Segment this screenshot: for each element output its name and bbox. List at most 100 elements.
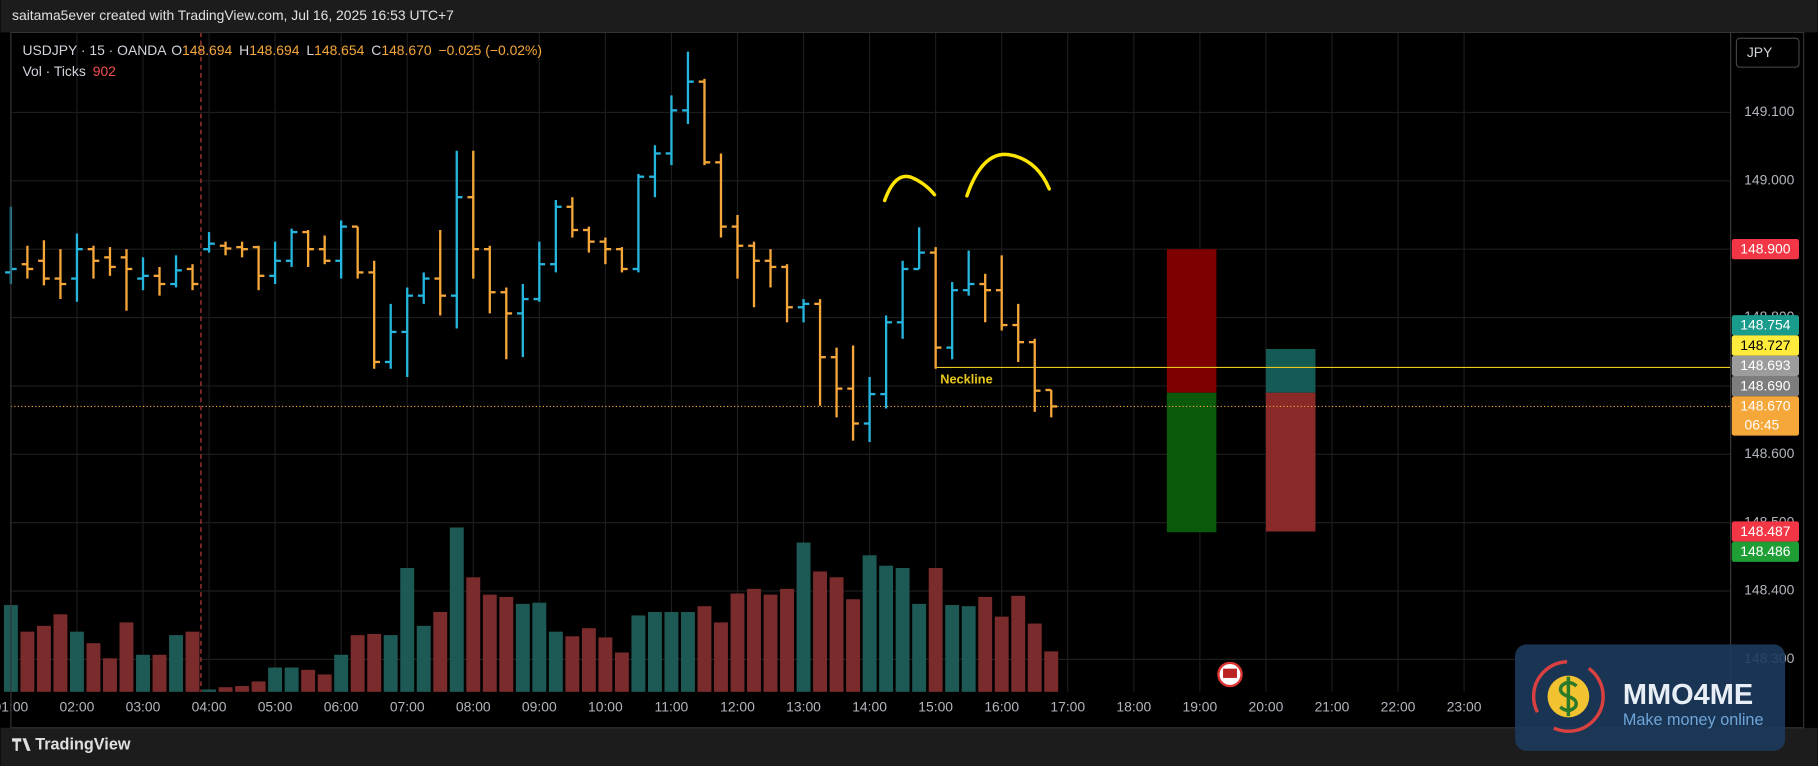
volume-bar bbox=[20, 631, 35, 692]
currency-button[interactable] bbox=[1735, 37, 1800, 68]
x-tick-label: 02:00 bbox=[60, 699, 95, 715]
volume-bar bbox=[928, 567, 943, 692]
volume-bar bbox=[714, 622, 728, 692]
y-tick-label: 148.600 bbox=[1744, 445, 1794, 461]
volume-bar bbox=[548, 631, 563, 692]
footer-bar bbox=[0, 727, 1818, 766]
volume-bar bbox=[515, 603, 530, 692]
volume-bar bbox=[581, 628, 596, 692]
x-tick-label: 13:00 bbox=[786, 699, 821, 715]
volume-bar bbox=[747, 588, 761, 692]
volume-bar bbox=[482, 594, 497, 692]
volume-bar bbox=[598, 637, 613, 692]
volume-bar bbox=[103, 658, 117, 692]
legend-label: C bbox=[371, 42, 381, 58]
volume-bar bbox=[796, 542, 811, 692]
footer-text: TradingView bbox=[35, 735, 131, 753]
volume-bar bbox=[466, 577, 481, 692]
volume-bar bbox=[136, 654, 150, 692]
event-flag-icon bbox=[1223, 668, 1237, 678]
x-tick-label: 09:00 bbox=[522, 699, 557, 715]
volume-bar bbox=[994, 616, 1009, 692]
legend-value: 148.654 bbox=[314, 42, 364, 58]
price-badge-label: 148.670 bbox=[1740, 398, 1790, 414]
volume-bar bbox=[780, 588, 794, 692]
volume-bar bbox=[532, 602, 547, 692]
price-badge bbox=[1731, 521, 1799, 542]
volume-bar bbox=[680, 611, 695, 692]
price-axis: 148.300148.400148.500148.600148.700148.8… bbox=[10, 31, 1818, 729]
x-tick-label: 03:00 bbox=[126, 699, 161, 715]
volume-bar bbox=[846, 599, 861, 692]
volume-bar bbox=[895, 567, 910, 692]
volume-bar bbox=[169, 635, 183, 692]
volume-bar bbox=[152, 654, 167, 692]
volume-bar bbox=[218, 687, 233, 692]
drawing-arc bbox=[882, 174, 937, 203]
volume-bar bbox=[235, 686, 250, 692]
legend-line: USDJPY · 15 · OANDA O148.694 H148.694 L148.… bbox=[22, 42, 542, 58]
volume-bar bbox=[565, 636, 580, 692]
volume-bar bbox=[301, 669, 316, 692]
chart-frame bbox=[10, 31, 1805, 729]
price-badge-label: 148.486 bbox=[1740, 543, 1790, 559]
price-badge-label: 148.900 bbox=[1740, 240, 1790, 256]
price-badge-label: 148.487 bbox=[1740, 523, 1790, 539]
legend-value: 148.670 bbox=[381, 42, 431, 58]
volume-bar bbox=[119, 622, 134, 692]
price-badge-label: 148.693 bbox=[1740, 357, 1790, 373]
legend-volume-title: Vol · Ticks bbox=[22, 63, 85, 79]
x-tick-label: 05:00 bbox=[258, 699, 293, 715]
volume-bar bbox=[53, 614, 68, 692]
volume-bar bbox=[813, 571, 828, 692]
volume-bar bbox=[185, 631, 200, 692]
volume-bar bbox=[879, 565, 894, 692]
watermark-dollar bbox=[1558, 676, 1578, 717]
volume-bar bbox=[912, 603, 927, 692]
position-zone bbox=[1166, 249, 1217, 393]
watermark-ring bbox=[1531, 659, 1605, 733]
volume-bar bbox=[334, 654, 349, 692]
volume-bar bbox=[1027, 623, 1042, 692]
volume-bar bbox=[350, 635, 365, 692]
x-tick-label: 22:00 bbox=[1381, 699, 1416, 715]
legend-change: −0.025 (−0.02%) bbox=[439, 42, 542, 58]
volume-bar bbox=[862, 555, 877, 692]
volume-bar bbox=[383, 635, 398, 692]
volume-bar bbox=[961, 606, 976, 692]
volume-bar bbox=[945, 605, 960, 692]
volume-bar bbox=[367, 633, 382, 692]
volume-bar bbox=[268, 667, 283, 692]
volume-bar bbox=[433, 611, 448, 692]
price-badge bbox=[1731, 396, 1799, 436]
x-tick-label: 12:00 bbox=[720, 699, 755, 715]
volume-bar bbox=[631, 615, 646, 692]
x-tick-label: 23:00 bbox=[1447, 699, 1482, 715]
price-badge bbox=[1731, 375, 1799, 397]
price-badge bbox=[1731, 541, 1799, 562]
volume-bar bbox=[697, 606, 712, 692]
legend-label: O bbox=[171, 42, 182, 58]
plot-layer: 01:00 02:00 03:00 04:00 05:00 06:00 07:00 08:00… bbox=[0, 32, 1731, 715]
position-zone bbox=[1166, 392, 1217, 533]
volume-bar bbox=[400, 567, 415, 692]
x-tick-label: 06:00 bbox=[324, 699, 359, 715]
volume-bar bbox=[1011, 595, 1026, 692]
x-tick-label: 16:00 bbox=[984, 699, 1019, 715]
legend-label: L bbox=[306, 42, 314, 58]
watermark: MMO4ME Make money online bbox=[1515, 644, 1786, 751]
drawing-arc bbox=[965, 152, 1051, 198]
price-badge-label: 148.690 bbox=[1740, 377, 1790, 393]
volume-bar bbox=[978, 596, 993, 692]
volume-bar bbox=[614, 652, 629, 692]
currency-button-label[interactable]: JPY bbox=[1747, 44, 1772, 60]
legend-value: 148.694 bbox=[249, 42, 299, 58]
volume-bar bbox=[499, 596, 514, 692]
volume-bar bbox=[730, 593, 745, 692]
volume-bar bbox=[647, 611, 662, 692]
position-zone bbox=[1265, 348, 1316, 393]
x-tick-label: 14:00 bbox=[852, 699, 887, 715]
price-badge bbox=[1731, 315, 1799, 336]
